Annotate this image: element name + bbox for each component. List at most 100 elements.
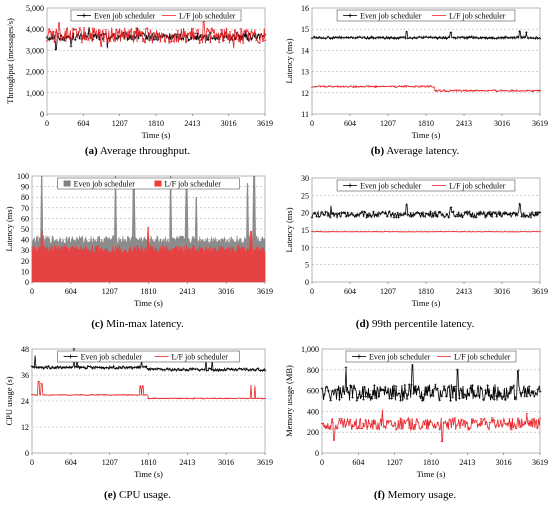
series-marker — [381, 210, 384, 214]
series-marker — [133, 366, 136, 369]
x-tick-label: 0 — [30, 458, 34, 467]
legend-marker — [348, 183, 353, 188]
series-marker — [503, 398, 507, 402]
series-marker — [356, 35, 359, 39]
y-tick-label: 0 — [315, 449, 319, 458]
legend-box — [336, 9, 516, 22]
series-marker — [331, 389, 335, 393]
series-lf-job-scheduler — [310, 84, 542, 93]
chart-99th-percentile-latency: 0 5 10 15 20 25 30 0 604 1207 1810 2413 3016 3619 Time… — [284, 174, 548, 308]
x-tick-label: 3619 — [532, 287, 548, 296]
series-marker — [317, 36, 321, 39]
caption-b: (b) Average latency. — [280, 145, 550, 157]
series-marker — [458, 214, 462, 217]
y-tick-label: 60 — [21, 214, 29, 223]
series-marker — [324, 37, 327, 40]
y-tick-label: 24 — [21, 397, 29, 406]
series-marker — [510, 385, 513, 389]
series-marker — [186, 369, 190, 372]
series-marker — [506, 213, 510, 216]
chart-panel-latency: 11 12 13 14 15 16 0 604 1207 1810 2413 3016 3619 Time… — [280, 2, 550, 152]
series-marker — [440, 394, 444, 398]
series-marker — [529, 391, 533, 395]
series-marker — [359, 395, 363, 398]
series-marker — [502, 36, 505, 40]
series-marker — [315, 214, 318, 218]
series-marker — [442, 384, 446, 388]
series-marker — [338, 398, 341, 402]
series-marker — [420, 36, 423, 39]
series-marker — [312, 212, 316, 215]
series-marker — [468, 35, 471, 39]
series-marker — [344, 215, 348, 218]
series-marker — [444, 395, 448, 398]
caption-letter: (b) — [370, 145, 385, 157]
series-marker — [411, 213, 414, 217]
series-marker — [521, 391, 524, 394]
x-tick-label: 1810 — [148, 119, 164, 128]
series-marker — [35, 366, 38, 369]
series-marker — [422, 35, 426, 39]
series-marker — [458, 36, 462, 40]
y-tick-label: 1,000 — [26, 89, 44, 98]
series-marker — [456, 35, 460, 39]
y-tick-label: 20 — [21, 257, 29, 266]
series-marker — [349, 35, 353, 39]
series-marker — [486, 211, 489, 215]
series-marker — [433, 35, 437, 39]
series-marker — [501, 395, 505, 399]
x-tick-label: 1207 — [112, 119, 128, 128]
legend: Even job scheduler L/F job scheduler — [57, 177, 240, 190]
x-tick-label: 3619 — [532, 458, 548, 467]
series-marker — [429, 35, 432, 39]
series-marker — [527, 36, 530, 40]
series-marker — [385, 215, 389, 218]
series-marker — [196, 32, 199, 35]
x-tick-label: 3016 — [221, 119, 237, 128]
series-marker — [427, 389, 431, 392]
x-tick-label: 604 — [65, 287, 77, 296]
x-tick-label: 604 — [65, 458, 77, 467]
series-marker — [475, 394, 479, 398]
series-marker — [364, 395, 367, 398]
series-marker — [464, 394, 468, 398]
series-marker — [327, 389, 330, 393]
series-marker — [47, 364, 50, 368]
series-marker — [362, 398, 365, 401]
series-marker — [161, 368, 164, 372]
series-marker — [479, 210, 483, 214]
x-tick-label: 2413 — [459, 458, 475, 467]
series-marker — [470, 215, 473, 218]
series-marker — [366, 395, 370, 399]
x-axis-label: Time (s) — [417, 469, 446, 479]
x-tick-label: 2413 — [179, 458, 195, 467]
legend-label: Even job scheduler — [94, 12, 156, 21]
series-marker — [529, 216, 533, 219]
series-marker — [47, 38, 51, 42]
series-marker — [407, 383, 411, 386]
series-marker — [100, 366, 104, 369]
y-tick-label: 30 — [301, 174, 309, 183]
series-marker — [483, 37, 487, 40]
series-marker — [340, 36, 343, 39]
series-marker — [142, 365, 146, 369]
series-marker — [358, 35, 362, 39]
y-tick-label: 5,000 — [26, 4, 44, 13]
series-marker — [322, 36, 325, 40]
series-marker — [453, 385, 457, 388]
series-marker — [531, 213, 535, 217]
series-marker — [383, 385, 387, 389]
series-marker — [531, 36, 535, 40]
series-marker — [527, 385, 531, 388]
caption-d: (d) 99th percentile latency. — [280, 318, 550, 330]
y-tick-label: 1,000 — [301, 345, 319, 354]
series-marker — [490, 395, 494, 399]
series-marker — [317, 215, 321, 219]
series-marker — [70, 366, 73, 369]
x-tick-label: 2413 — [179, 287, 195, 296]
series-marker — [107, 367, 111, 370]
x-tick-label: 1810 — [423, 458, 439, 467]
x-axis-label: Time (s) — [134, 469, 163, 479]
series-marker — [499, 391, 503, 395]
